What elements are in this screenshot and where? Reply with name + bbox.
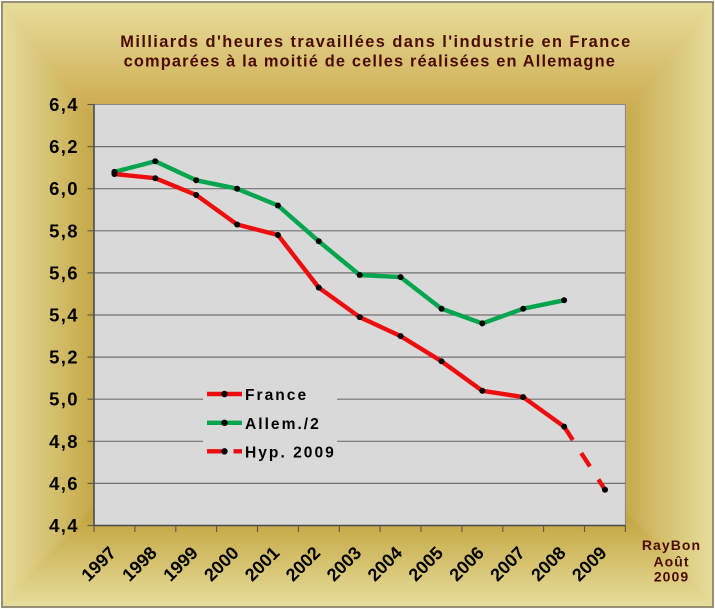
svg-text:5,0: 5,0 bbox=[49, 389, 79, 410]
svg-text:Hyp. 2009: Hyp. 2009 bbox=[245, 444, 336, 461]
svg-text:6,0: 6,0 bbox=[49, 178, 79, 199]
svg-text:Août: Août bbox=[653, 554, 689, 570]
svg-text:5,8: 5,8 bbox=[49, 220, 79, 241]
svg-text:2009: 2009 bbox=[654, 569, 689, 585]
svg-text:comparées à la moitié de celle: comparées à la moitié de celles réalisée… bbox=[124, 53, 616, 71]
svg-text:RayBon: RayBon bbox=[642, 537, 701, 553]
svg-text:Allem./2: Allem./2 bbox=[245, 416, 321, 433]
svg-text:4,8: 4,8 bbox=[49, 431, 79, 452]
svg-text:4,6: 4,6 bbox=[49, 473, 79, 494]
svg-text:5,2: 5,2 bbox=[49, 347, 79, 368]
svg-text:4,4: 4,4 bbox=[49, 515, 79, 536]
svg-text:5,4: 5,4 bbox=[49, 305, 79, 326]
svg-text:6,2: 6,2 bbox=[49, 136, 79, 157]
svg-text:5,6: 5,6 bbox=[49, 262, 79, 283]
svg-text:Milliards d'heures travaillées: Milliards d'heures travaillées dans l'in… bbox=[120, 33, 631, 51]
svg-text:6,4: 6,4 bbox=[49, 94, 79, 115]
svg-text:France: France bbox=[245, 387, 308, 404]
